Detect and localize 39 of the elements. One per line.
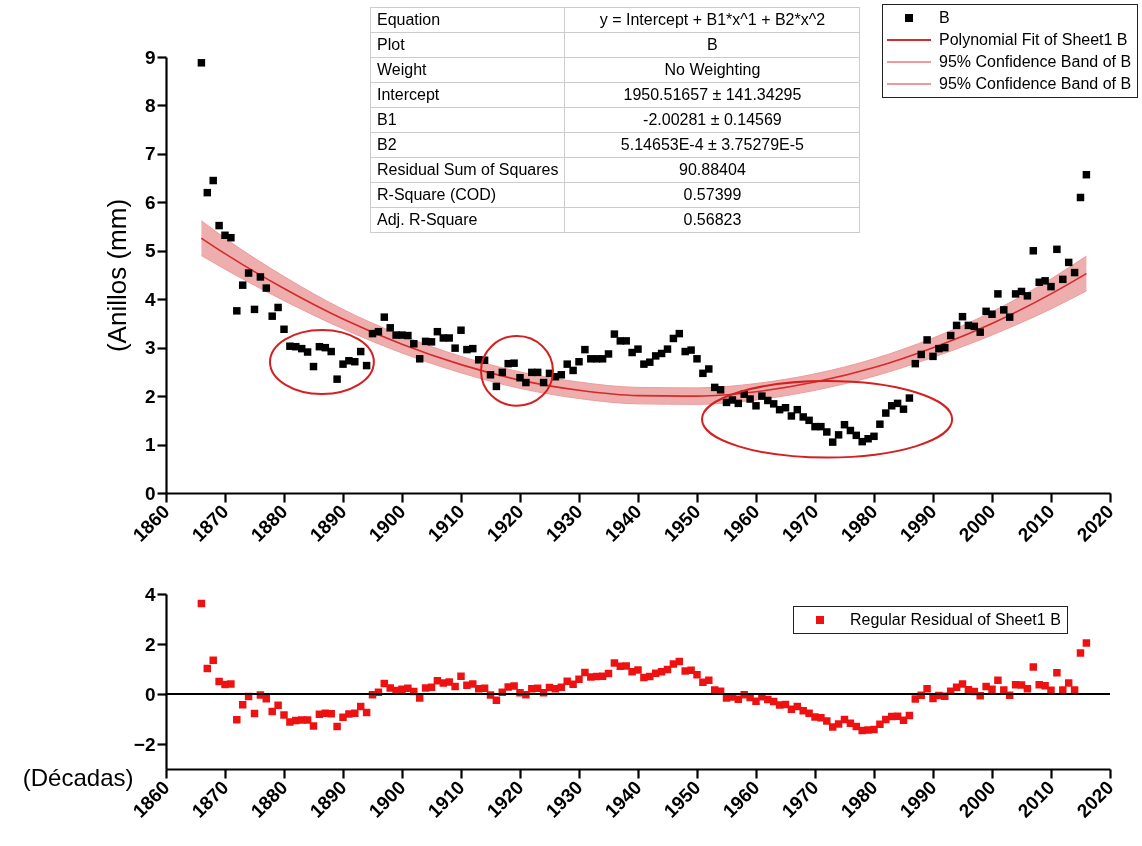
legend-label: Regular Residual of Sheet1 B <box>850 611 1061 629</box>
legend-label: B <box>939 9 950 27</box>
y-tick-label: 5 <box>144 240 156 262</box>
y-tick-label: 6 <box>144 191 156 213</box>
annotation: -2.00281 ± 0.14569 <box>564 107 860 133</box>
annotation: 1950.51657 ± 141.34295 <box>564 82 860 108</box>
y-tick-label: 0 <box>144 683 156 705</box>
annotation: Adj. R-Square <box>370 207 565 233</box>
annotation: Intercept <box>370 82 565 108</box>
y-tick-label: 4 <box>144 288 156 310</box>
text: y = Intercept + B1*x^1 + B2*x^2 <box>599 11 826 28</box>
y-tick-label: 2 <box>144 385 156 407</box>
y-tick-label: 3 <box>144 337 156 359</box>
y-tick-label: −2 <box>133 733 156 755</box>
annotation: 0.57399 <box>564 182 860 208</box>
y-tick-label: 2 <box>144 633 156 655</box>
annotation: B1 <box>370 107 565 133</box>
y-axis-title: (Anillos (mm) <box>101 198 132 353</box>
annotation: Residual Sum of Squares <box>370 157 565 183</box>
text: Plot <box>377 36 405 53</box>
annotation: 0.56823 <box>564 207 860 233</box>
text: B <box>707 36 718 53</box>
annotation: 90.88404 <box>564 157 860 183</box>
y-tick-label: 0 <box>144 482 156 504</box>
annotation: R-Square (COD) <box>370 182 565 208</box>
annotation: B2 <box>370 132 565 158</box>
annotation: Weight <box>370 57 565 83</box>
y-tick-label: 9 <box>144 46 156 68</box>
y-tick-label: 1 <box>144 434 156 456</box>
y-tick-label: 4 <box>144 583 156 605</box>
legend-label: 95% Confidence Band of B <box>939 75 1132 93</box>
annotation: 5.14653E-4 ± 3.75279E-5 <box>564 132 860 158</box>
x-axis-title: (Décadas) <box>22 763 134 791</box>
annotation: No Weighting <box>564 57 860 83</box>
legend-label: 95% Confidence Band of B <box>939 53 1132 71</box>
y-tick-label: 8 <box>144 94 156 116</box>
y-tick-label: 7 <box>144 143 156 165</box>
legend-label: Polynomial Fit of Sheet1 B <box>939 31 1128 49</box>
text: Equation <box>377 11 441 28</box>
